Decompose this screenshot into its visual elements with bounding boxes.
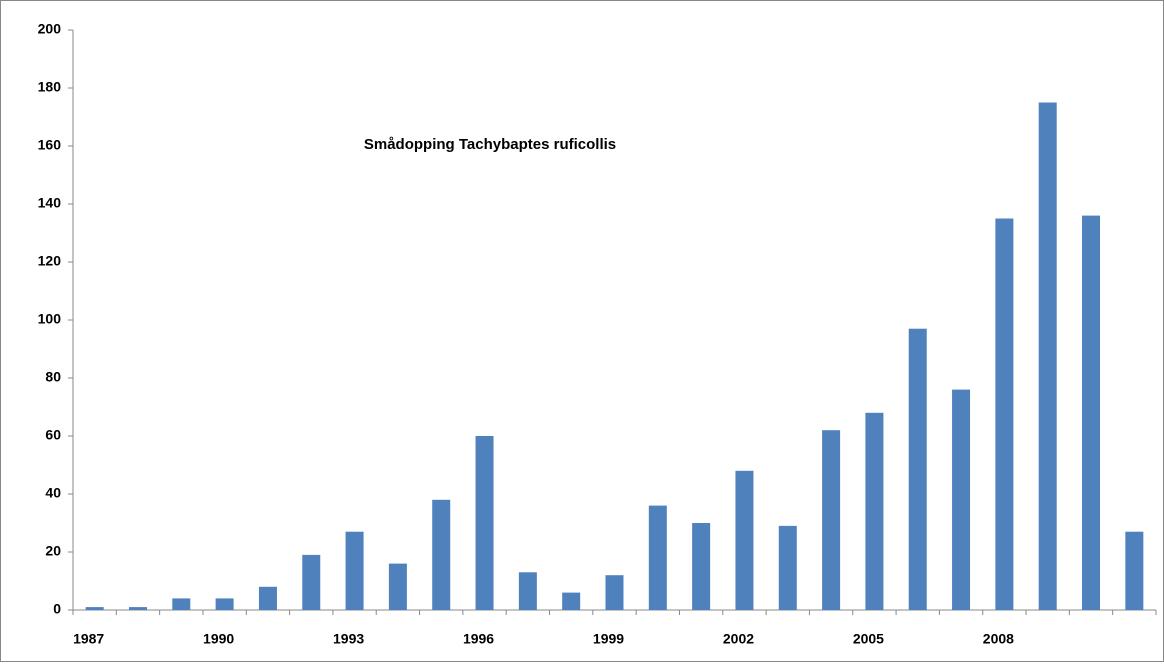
bar	[865, 412, 884, 610]
bar	[172, 598, 191, 610]
bar	[735, 470, 754, 610]
bar	[215, 598, 234, 610]
bar	[995, 218, 1014, 610]
x-tick-label: 1987	[73, 631, 104, 647]
y-tick-label: 200	[38, 21, 62, 37]
bar	[85, 607, 104, 610]
y-tick-label: 40	[45, 485, 61, 501]
y-tick-label: 20	[45, 543, 61, 559]
bar	[1038, 102, 1057, 610]
bar	[345, 531, 364, 610]
y-tick-label: 100	[38, 311, 62, 327]
x-tick-label: 1993	[333, 631, 364, 647]
bar	[128, 607, 147, 610]
x-tick-label: 1990	[203, 631, 234, 647]
bar	[1125, 531, 1144, 610]
x-tick-label: 2008	[983, 631, 1014, 647]
bar	[822, 430, 841, 610]
bar	[562, 592, 581, 610]
bar	[475, 436, 494, 610]
bar	[1082, 215, 1101, 610]
chart-title: Smådopping Tachybaptes ruficollis	[364, 136, 616, 153]
bar	[778, 525, 797, 610]
bar	[518, 572, 537, 610]
x-tick-label: 1999	[593, 631, 624, 647]
bar	[258, 586, 277, 610]
y-tick-label: 120	[38, 253, 62, 269]
bar	[952, 389, 971, 610]
y-tick-label: 180	[38, 79, 62, 95]
bar	[692, 523, 711, 610]
y-tick-label: 160	[38, 137, 62, 153]
x-tick-label: 2002	[723, 631, 754, 647]
bar	[432, 499, 451, 610]
x-tick-label: 1996	[463, 631, 494, 647]
y-tick-label: 0	[53, 601, 61, 617]
bar	[908, 328, 927, 610]
y-tick-label: 140	[38, 195, 62, 211]
y-tick-label: 60	[45, 427, 61, 443]
bar	[388, 563, 407, 610]
x-tick-label: 2005	[853, 631, 884, 647]
y-tick-label: 80	[45, 369, 61, 385]
bar	[302, 554, 321, 610]
bar	[648, 505, 667, 610]
bar	[605, 575, 624, 610]
